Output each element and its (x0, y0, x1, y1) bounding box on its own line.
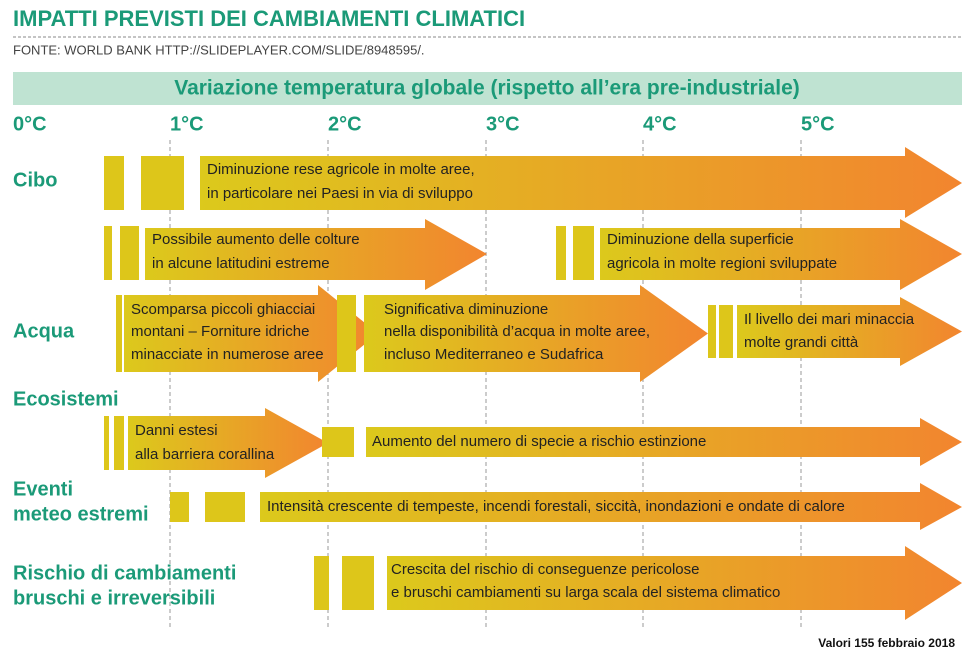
footer: Valori 155 febbraio 2018 (818, 636, 955, 650)
lead-block (719, 305, 733, 358)
scale-label: 2°C (328, 113, 362, 135)
impact-text: Aumento del numero di specie a rischio e… (372, 433, 706, 450)
lead-block (104, 156, 124, 210)
impact-arrow (387, 546, 962, 620)
impact-arrow (200, 147, 962, 218)
impact-text: Possibile aumento delle colture (152, 231, 360, 248)
scale-title: Variazione temperatura globale (rispetto… (174, 77, 800, 100)
impact: Intensità crescente di tempeste, incendi… (170, 483, 962, 530)
impact-arrow (128, 408, 328, 478)
lead-block (120, 226, 139, 280)
impact: Possibile aumento delle colture in alcune… (104, 219, 487, 290)
impact-text: nella disponibilità d’acqua in molte are… (384, 323, 650, 340)
title: IMPATTI PREVISTI DEI CAMBIAMENTI CLIMATI… (13, 6, 525, 31)
row-label: Acqua (13, 320, 75, 342)
row-label: Cibo (13, 169, 57, 191)
scale-label: 3°C (486, 113, 520, 135)
lead-block (573, 226, 594, 280)
row-label: Ecosistemi (13, 388, 119, 410)
lead-block (556, 226, 566, 280)
row-label: meteo estremi (13, 503, 149, 525)
impact-arrow (124, 285, 378, 382)
lead-block (342, 556, 374, 610)
lead-block (205, 492, 245, 522)
impact-arrow (260, 483, 962, 530)
scale-label: 4°C (643, 113, 677, 135)
lead-block (322, 427, 354, 457)
impact-text: Intensità crescente di tempeste, incendi… (267, 498, 845, 515)
impact-text: e bruschi cambiamenti su larga scala del… (391, 584, 780, 601)
impact: Aumento del numero di specie a rischio e… (322, 418, 962, 466)
impact: Diminuzione rese agricole in molte aree,… (104, 147, 962, 218)
row-label: bruschi e irreversibili (13, 587, 215, 609)
impact: Significativa diminuzione nella disponibi… (337, 285, 708, 382)
impact: Il livello dei mari minaccia molte grandi… (708, 297, 962, 366)
lead-block (114, 416, 124, 470)
impact: Crescita del rischio di conseguenze peri… (314, 546, 962, 620)
impact: Diminuzione della superficie agricola in … (556, 219, 962, 290)
lead-block (170, 492, 189, 522)
impact-arrow (145, 219, 487, 290)
scale-label: 0°C (13, 113, 47, 135)
impact-arrow (364, 285, 708, 382)
impact-text: incluso Mediterraneo e Sudafrica (384, 346, 604, 363)
impact-text: alla barriera corallina (135, 446, 275, 463)
lead-block (104, 226, 112, 280)
source: FONTE: WORLD BANK HTTP://SLIDEPLAYER.COM… (13, 42, 425, 57)
lead-block (104, 416, 109, 470)
row-label: Rischio di cambiamenti (13, 562, 236, 584)
lead-block (337, 295, 356, 372)
impact-text: Diminuzione rese agricole in molte aree, (207, 161, 475, 178)
scale-label: 1°C (170, 113, 204, 135)
lead-block (141, 156, 184, 210)
impact-text: Crescita del rischio di conseguenze peri… (391, 561, 700, 578)
lead-block (116, 295, 122, 372)
impact: Scomparsa piccoli ghiacciai montani – For… (116, 285, 378, 382)
impact-text: Il livello dei mari minaccia (744, 311, 915, 328)
impact-text: Scomparsa piccoli ghiacciai (131, 301, 315, 318)
impact-text: agricola in molte regioni sviluppate (607, 255, 837, 272)
impact-arrow (366, 418, 962, 466)
lead-block (314, 556, 329, 610)
content: 0°C 1°C 2°C 3°C 4°C 5°C Cibo Acqua Ecosistemi Eve… (13, 113, 962, 630)
impact-text: montani – Forniture idriche (131, 323, 309, 340)
lead-block (708, 305, 716, 358)
impact-text: minacciate in numerose aree (131, 346, 324, 363)
impact-text: molte grandi città (744, 334, 859, 351)
impact-arrow (737, 297, 962, 366)
impact-arrow (600, 219, 962, 290)
impact-text: in alcune latitudini estreme (152, 255, 330, 272)
impact: Danni estesi alla barriera corallina (104, 408, 328, 478)
impact-text: Significativa diminuzione (384, 301, 548, 318)
impact-text: Diminuzione della superficie (607, 231, 794, 248)
scale-label: 5°C (801, 113, 835, 135)
row-label: Eventi (13, 478, 73, 500)
impact-text: Danni estesi (135, 422, 218, 439)
impact-text: in particolare nei Paesi in via di svilu… (207, 185, 473, 202)
scale-band (13, 72, 962, 105)
